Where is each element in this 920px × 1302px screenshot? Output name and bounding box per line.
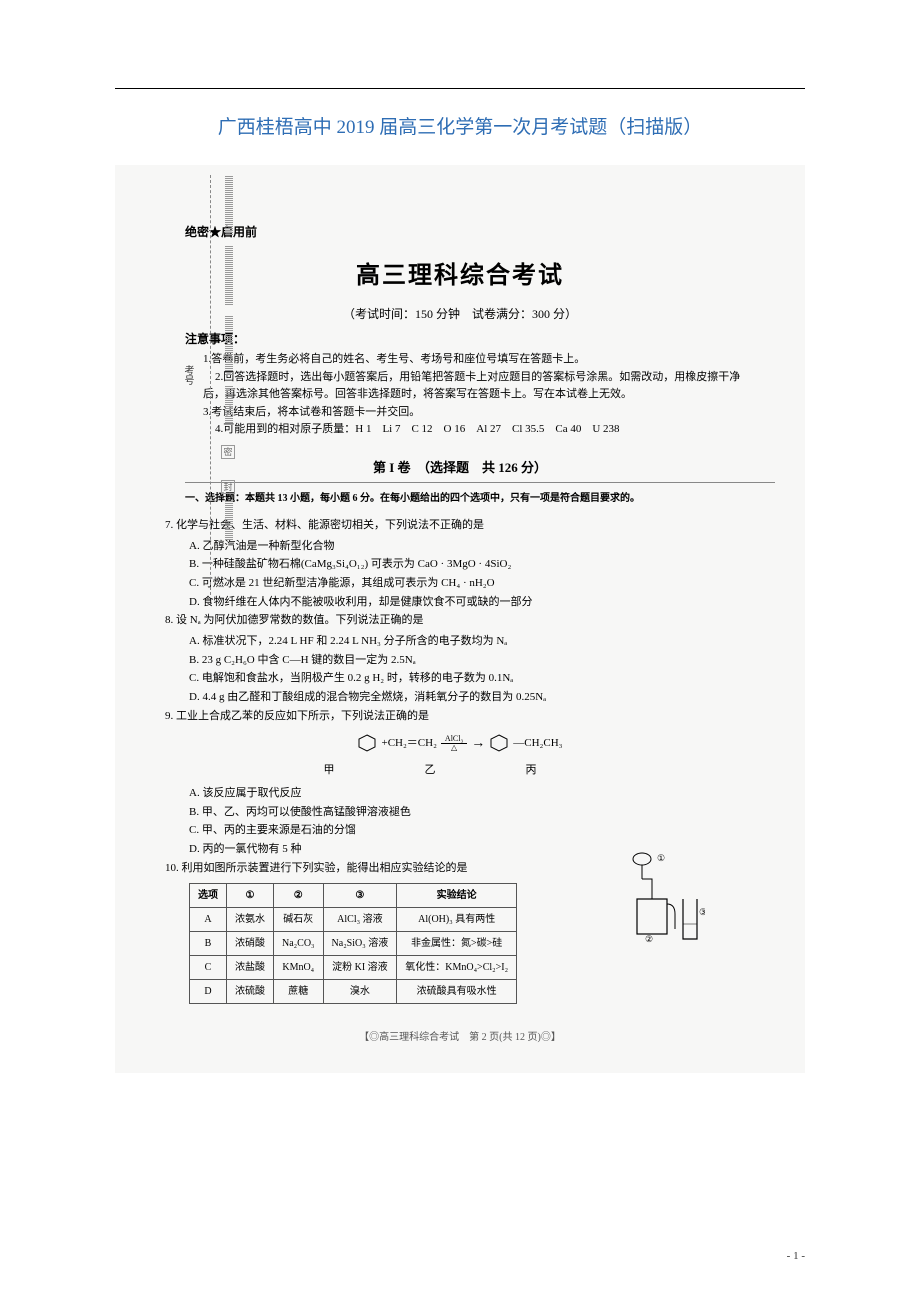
option-d: D. 4.4 g 由乙醛和丁酸组成的混合物完全燃烧，消耗氧分子的数目为 0.25… <box>189 688 755 707</box>
binding-bar <box>225 315 233 375</box>
option-b: B. 甲、乙、丙均可以使酸性高锰酸钾溶液褪色 <box>189 803 755 822</box>
product-group: —CH₂CH₃ <box>513 734 562 753</box>
notice-item: 3.考试结束后，将本试卷和答题卡一并交回。 <box>215 404 775 422</box>
question-7: 7. 化学与社会、生活、材料、能源密切相关，下列说法不正确的是 A. 乙醇汽油是… <box>165 516 755 611</box>
option-b: B. 一种硅酸盐矿物石棉(CaMg₃Si₄O₁₂) 可表示为 CaO · 3Mg… <box>189 555 755 574</box>
notice-item: 4.可能用到的相对原子质量：H 1 Li 7 C 12 O 16 Al 27 C… <box>203 421 775 439</box>
svg-text:①: ① <box>657 853 665 863</box>
binding-bar <box>225 385 233 425</box>
section-subtitle: 一、选择题：本题共 13 小题，每小题 6 分。在每小题给出的四个选项中，只有一… <box>185 482 775 504</box>
reaction-labels: 甲 乙 丙 <box>105 761 755 780</box>
seal-mark: 密 <box>221 445 235 459</box>
reaction-arrow: AlCl₃ △ <box>441 735 467 752</box>
confidential-label: 绝密★启用前 <box>185 223 775 240</box>
question-stem: 8. 设 Nₐ 为阿伏加德罗常数的数值。下列说法正确的是 <box>165 611 755 630</box>
benzene-ring-icon <box>489 734 509 752</box>
document-title: 广西桂梧高中 2019 届高三化学第一次月考试题（扫描版） <box>0 112 920 139</box>
label-jia: 甲 <box>324 761 335 780</box>
option-a: A. 标准状况下，2.24 L HF 和 2.24 L NH₃ 分子所含的电子数… <box>189 632 755 651</box>
arrow-icon: → <box>471 732 485 756</box>
question-stem: 9. 工业上合成乙苯的反应如下所示，下列说法正确的是 <box>165 707 755 726</box>
svg-text:③: ③ <box>699 907 705 917</box>
notice-title: 注意事项： <box>185 330 775 347</box>
option-b: B. 23 g C₂H₆O 中含 C—H 键的数目一定为 2.5Nₐ <box>189 651 755 670</box>
exam-paper: 考号 密 封 绝密★启用前 高三理科综合考试 （考试时间：150 分钟 试卷满分… <box>115 165 805 1073</box>
option-a: A. 该反应属于取代反应 <box>189 784 755 803</box>
binding-bar <box>225 500 233 540</box>
table-header-row: 选项 ① ② ③ 实验结论 <box>190 884 517 908</box>
option-c: C. 电解饱和食盐水，当阴极产生 0.2 g H₂ 时，转移的电子数为 0.1N… <box>189 669 755 688</box>
table-header: 选项 <box>190 884 227 908</box>
table-row: B 浓硝酸 Na₂CO₃ Na₂SiO₃ 溶液 非金属性：氮>碳>硅 <box>190 932 517 956</box>
exam-number-label: 考号 <box>180 365 195 385</box>
page-footer: 【◎高三理科综合考试 第 2 页(共 12 页)◎】 <box>145 1028 775 1043</box>
top-border <box>115 88 805 89</box>
notice-item: 2.回答选择题时，选出每小题答案后，用铅笔把答题卡上对应题目的答案标号涂黑。如需… <box>203 369 775 404</box>
question-10: 10. 利用如图所示装置进行下列实验，能得出相应实验结论的是 选项 ① ② ③ … <box>165 859 755 1005</box>
page-number: - 1 - <box>787 1250 805 1262</box>
option-c: C. 可燃冰是 21 世纪新型洁净能源，其组成可表示为 CH₄ · nH₂O <box>189 574 755 593</box>
question-stem: 7. 化学与社会、生活、材料、能源密切相关，下列说法不正确的是 <box>165 516 755 535</box>
option-a: A. 乙醇汽油是一种新型化合物 <box>189 537 755 556</box>
seal-mark: 封 <box>221 480 235 494</box>
option-c: C. 甲、丙的主要来源是石油的分馏 <box>189 821 755 840</box>
option-d: D. 食物纤维在人体内不能被吸收利用，却是健康饮食不可或缺的一部分 <box>189 593 755 612</box>
table-header: ③ <box>323 884 397 908</box>
binding-dash-line <box>210 175 211 595</box>
binding-bar <box>225 175 233 235</box>
label-bing: 丙 <box>526 761 537 780</box>
table-header: ① <box>227 884 274 908</box>
benzene-ring-icon <box>357 734 377 752</box>
reaction-equation: +CH₂＝CH₂ AlCl₃ △ → —CH₂CH₃ <box>165 732 755 756</box>
apparatus-diagram: ① ② ③ <box>625 849 705 944</box>
binding-column: 考号 密 封 <box>180 165 240 595</box>
reactant-text: +CH₂＝CH₂ <box>381 734 436 753</box>
table-header: 实验结论 <box>397 884 517 908</box>
question-8: 8. 设 Nₐ 为阿伏加德罗常数的数值。下列说法正确的是 A. 标准状况下，2.… <box>165 611 755 706</box>
label-yi: 乙 <box>425 761 436 780</box>
notice-item: 1.答卷前，考生务必将自己的姓名、考生号、考场号和座位号填写在答题卡上。 <box>215 351 775 369</box>
experiment-table: 选项 ① ② ③ 实验结论 A 浓氨水 碱石灰 AlCl₃ 溶液 Al(OH)₃… <box>189 883 517 1004</box>
table-header: ② <box>274 884 324 908</box>
svg-text:②: ② <box>645 934 653 944</box>
table-row: D 浓硫酸 蔗糖 溴水 浓硫酸具有吸水性 <box>190 980 517 1004</box>
table-row: A 浓氨水 碱石灰 AlCl₃ 溶液 Al(OH)₃ 具有两性 <box>190 908 517 932</box>
table-row: C 浓盐酸 KMnO₄ 淀粉 KI 溶液 氧化性：KMnO₄>Cl₂>I₂ <box>190 956 517 980</box>
binding-bar <box>225 245 233 305</box>
question-9: 9. 工业上合成乙苯的反应如下所示，下列说法正确的是 +CH₂＝CH₂ AlCl… <box>165 707 755 859</box>
